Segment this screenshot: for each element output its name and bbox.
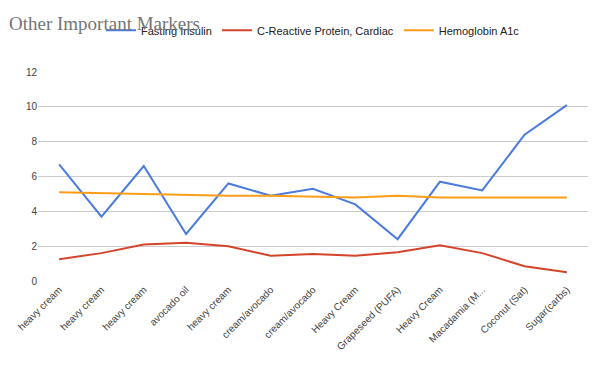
- svg-text:Sugar(carbs): Sugar(carbs): [523, 284, 572, 333]
- svg-text:4: 4: [31, 206, 37, 217]
- svg-text:8: 8: [31, 136, 37, 147]
- svg-text:Grapeseed (PUFA): Grapeseed (PUFA): [335, 284, 403, 352]
- svg-text:heavy cream: heavy cream: [185, 284, 233, 332]
- svg-text:Macadamia (M...: Macadamia (M...: [427, 284, 487, 344]
- svg-text:12: 12: [26, 67, 38, 78]
- svg-text:C-Reactive Protein, Cardiac: C-Reactive Protein, Cardiac: [257, 25, 394, 37]
- svg-text:heavy cream: heavy cream: [16, 284, 64, 332]
- svg-text:heavy cream: heavy cream: [58, 284, 106, 332]
- svg-text:10: 10: [26, 101, 38, 112]
- svg-text:Coconut (Sat): Coconut (Sat): [478, 284, 529, 335]
- svg-text:cream/avocado: cream/avocado: [262, 284, 318, 340]
- svg-text:Heavy Cream: Heavy Cream: [309, 284, 360, 335]
- svg-text:cream/avocado: cream/avocado: [220, 284, 276, 340]
- svg-text:6: 6: [31, 171, 37, 182]
- svg-text:heavy cream: heavy cream: [100, 284, 148, 332]
- svg-text:Heavy Cream: Heavy Cream: [394, 284, 445, 335]
- svg-text:2: 2: [31, 241, 37, 252]
- svg-text:Fasting Insulin: Fasting Insulin: [141, 25, 212, 37]
- svg-text:Hemoglobin A1c: Hemoglobin A1c: [439, 25, 520, 37]
- svg-text:Other Important Markers: Other Important Markers: [9, 13, 200, 34]
- svg-text:avocado oil: avocado oil: [147, 284, 191, 328]
- svg-text:0: 0: [31, 276, 37, 287]
